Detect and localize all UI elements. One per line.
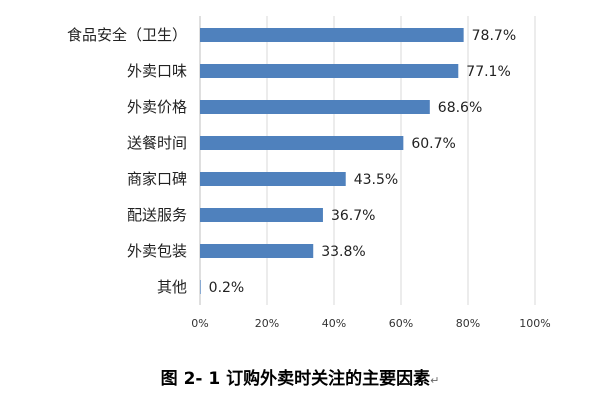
bar xyxy=(200,172,346,186)
bar xyxy=(200,136,404,150)
data-label: 60.7% xyxy=(411,136,455,152)
bar xyxy=(200,100,430,114)
caption-text: 图 2- 1 订购外卖时关注的主要因素 xyxy=(160,369,431,389)
data-label: 43.5% xyxy=(354,172,398,188)
x-tick-label: 100% xyxy=(519,317,550,330)
category-label: 商家口碑 xyxy=(127,170,187,188)
data-label: 68.6% xyxy=(438,100,482,116)
category-label: 外卖口味 xyxy=(127,62,187,80)
data-label: 33.8% xyxy=(321,244,365,260)
category-label: 食品安全（卫生） xyxy=(67,26,187,44)
bar xyxy=(200,64,459,78)
category-label: 配送服务 xyxy=(127,206,187,224)
bar xyxy=(200,28,464,42)
x-tick-label: 20% xyxy=(255,317,279,330)
figure-caption: 图 2- 1 订购外卖时关注的主要因素↵ xyxy=(0,364,600,389)
x-tick-label: 40% xyxy=(322,317,346,330)
category-label: 外卖价格 xyxy=(127,98,187,116)
bar xyxy=(200,280,201,294)
paragraph-mark: ↵ xyxy=(430,374,440,387)
x-tick-label: 80% xyxy=(456,317,480,330)
bar xyxy=(200,208,323,222)
x-tick-label: 60% xyxy=(389,317,413,330)
category-label: 送餐时间 xyxy=(127,134,187,152)
data-label: 78.7% xyxy=(472,28,516,44)
x-tick-label: 0% xyxy=(191,317,208,330)
data-label: 77.1% xyxy=(466,64,510,80)
data-label: 36.7% xyxy=(331,208,375,224)
bar xyxy=(200,244,314,258)
data-label: 0.2% xyxy=(209,280,245,296)
category-label: 外卖包装 xyxy=(127,242,187,260)
category-label: 其他 xyxy=(157,278,187,296)
